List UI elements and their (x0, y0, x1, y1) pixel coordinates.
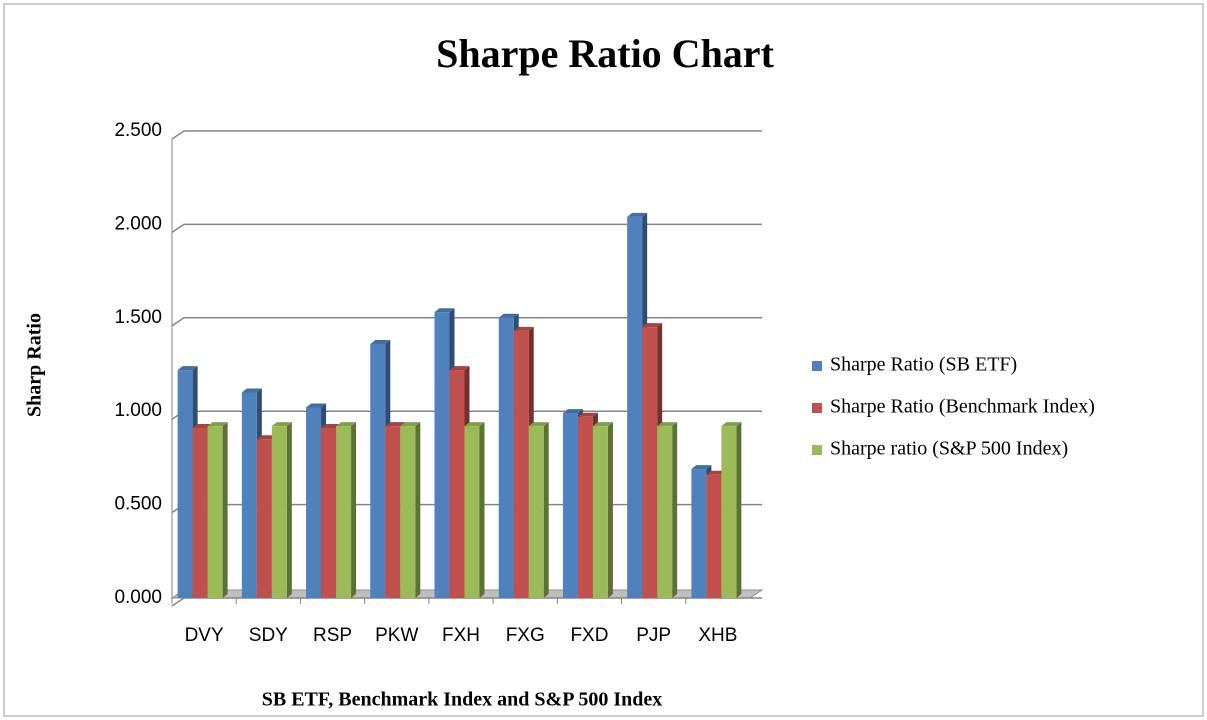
bar-top (400, 422, 421, 427)
legend-swatch (812, 361, 822, 371)
chart-title: Sharpe Ratio Chart (436, 31, 774, 76)
grid-line (171, 223, 762, 234)
x-tick-label: XHB (698, 625, 737, 646)
legend-swatch (812, 403, 822, 413)
bar (271, 426, 287, 598)
bar-side (222, 422, 228, 598)
bar (562, 413, 578, 598)
x-tick-label: DVY (185, 625, 224, 646)
bar-top (385, 422, 406, 427)
bar-top (464, 422, 485, 427)
x-tick-label: RSP (313, 625, 352, 646)
bar-top (627, 212, 648, 217)
bar-top (528, 422, 549, 427)
x-tick-label: FXH (442, 625, 480, 646)
bar-top (434, 308, 455, 313)
legend-swatch (812, 445, 822, 455)
grid-line (171, 130, 762, 140)
bar (256, 439, 272, 598)
bar-side (543, 422, 549, 598)
chart-border (3, 3, 1204, 717)
bar (577, 416, 593, 598)
bar-top (513, 326, 534, 331)
y-tick-label: 2.500 (114, 120, 162, 141)
bar-top (336, 422, 357, 427)
bar-side (286, 422, 292, 598)
bar-top (562, 409, 583, 414)
legend-label: Sharpe Ratio (Benchmark Index) (830, 396, 1095, 418)
legend-label: Sharpe ratio (S&P 500 Index) (830, 438, 1068, 460)
bar-top (177, 366, 198, 371)
bar-top (721, 422, 742, 427)
bar (528, 426, 544, 598)
bar (592, 426, 608, 598)
bar-side (672, 422, 678, 598)
x-tick-label: SDY (249, 625, 288, 646)
bar-top (577, 412, 598, 417)
bar-top (271, 422, 292, 427)
bar (400, 426, 416, 598)
bar-top (370, 339, 391, 344)
x-tick-label: PKW (375, 625, 418, 646)
bar-side (479, 422, 485, 598)
bar-top (691, 465, 712, 470)
bar-top (306, 403, 327, 408)
bar (207, 426, 223, 598)
y-tick-label: 1.000 (114, 400, 162, 421)
bar (385, 426, 401, 598)
bar (449, 370, 465, 598)
bar (706, 474, 722, 598)
bar-top (592, 422, 613, 427)
bar-top (207, 422, 228, 427)
bar-side (415, 422, 421, 598)
bar-top (498, 313, 519, 318)
bar (721, 426, 737, 598)
bar (370, 343, 386, 598)
legend-label: Sharpe Ratio (SB ETF) (830, 354, 1017, 376)
bar (241, 392, 257, 598)
bar (691, 469, 707, 598)
bar-top (241, 388, 262, 393)
bar (657, 426, 673, 598)
y-tick-label: 0.000 (114, 587, 162, 608)
y-tick-label: 0.500 (114, 494, 162, 515)
bar-side (736, 422, 742, 598)
bar (464, 426, 480, 598)
bar (306, 407, 322, 598)
bar (434, 312, 450, 598)
bar-side (351, 422, 357, 598)
bar-top (449, 366, 470, 371)
bar (192, 428, 208, 598)
x-tick-label: FXG (506, 625, 545, 646)
bar (627, 216, 643, 599)
bar-top (657, 422, 678, 427)
x-axis-label: SB ETF, Benchmark Index and S&P 500 Inde… (262, 689, 662, 711)
bar (498, 317, 514, 598)
bar (513, 330, 529, 598)
bar (642, 327, 658, 598)
grid-line (171, 317, 762, 327)
x-tick-label: PJP (636, 625, 671, 646)
bar (177, 370, 193, 598)
bar-side (607, 422, 613, 598)
y-tick-label: 1.500 (114, 307, 162, 328)
x-tick-label: FXD (570, 625, 608, 646)
bar (336, 426, 352, 598)
bar-top (642, 323, 663, 328)
bar (321, 428, 337, 598)
y-tick-label: 2.000 (114, 213, 162, 234)
y-axis-label: Sharp Ratio (24, 313, 46, 417)
